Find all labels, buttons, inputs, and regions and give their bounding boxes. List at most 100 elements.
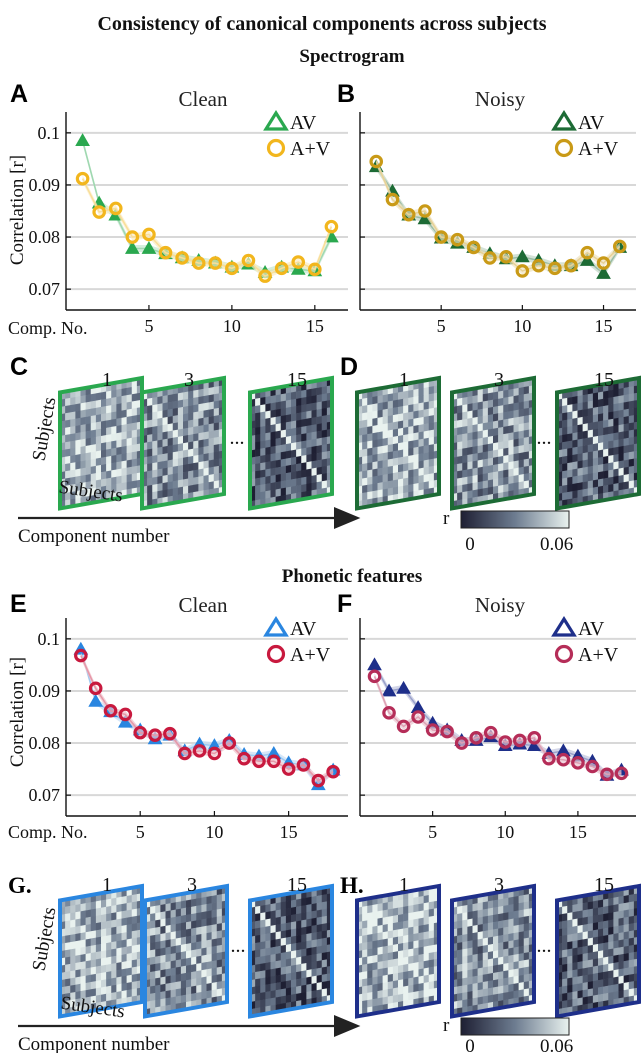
data-point-circle <box>401 207 416 222</box>
matrix-cell <box>203 460 209 469</box>
x-tick-label: 15 <box>280 822 298 842</box>
matrix-cell <box>372 983 378 993</box>
matrix-cell <box>423 953 430 962</box>
matrix-cell <box>572 976 578 986</box>
matrix-cell <box>587 393 594 402</box>
matrix-cell <box>628 407 635 417</box>
matrix-cell <box>291 485 297 495</box>
matrix-cell <box>296 942 302 951</box>
matrix-cell <box>628 480 635 489</box>
matrix-cell <box>428 966 435 976</box>
matrix-cell <box>592 435 599 445</box>
matrix-cell <box>152 483 158 493</box>
matrix-cell <box>150 934 156 944</box>
matrix-cell <box>367 454 373 464</box>
matrix-cell <box>301 418 307 428</box>
matrix-cell <box>101 391 107 401</box>
matrix-cell <box>498 920 504 929</box>
matrix-cell <box>177 392 184 401</box>
matrix-cell <box>191 956 197 966</box>
matrix-cell <box>377 489 383 498</box>
matrix-cell <box>90 937 97 947</box>
matrix-cell <box>121 402 127 411</box>
matrix-cell <box>423 982 430 991</box>
matrix-cell <box>398 406 404 415</box>
matrix-cell <box>75 417 81 427</box>
matrix-cell <box>382 423 389 432</box>
matrix-cell <box>382 974 389 984</box>
matrix-cell <box>382 437 389 447</box>
matrix-cell <box>598 485 604 495</box>
matrix-cell <box>513 467 519 477</box>
matrix-cell <box>296 412 302 421</box>
matrix-cell <box>101 420 107 430</box>
matrix-cell <box>260 941 266 950</box>
matrix-cell <box>126 902 133 911</box>
matrix-cell <box>90 429 97 439</box>
matrix-cell <box>162 467 168 477</box>
matrix-cell <box>487 392 494 401</box>
matrix-cell <box>503 425 509 435</box>
data-point-circle <box>222 736 237 750</box>
matrix-cell <box>75 475 81 485</box>
matrix-cell <box>408 977 414 986</box>
matrix-cell <box>382 394 389 403</box>
matrix-cell <box>101 449 107 459</box>
matrix-cell <box>301 389 307 399</box>
matrix-cell <box>196 970 202 979</box>
matrix-cell <box>493 914 499 923</box>
matrix-cell <box>203 409 209 419</box>
matrix-frame <box>140 375 226 511</box>
matrix-cell <box>95 958 102 967</box>
matrix-cell <box>367 977 373 986</box>
matrix-cell <box>498 898 504 908</box>
matrix-cell <box>477 931 484 940</box>
matrix-cell <box>392 421 399 430</box>
matrix-cell <box>85 401 92 410</box>
matrix-cell <box>131 973 138 983</box>
matrix-cell <box>392 392 399 401</box>
matrix-cell <box>260 404 266 413</box>
matrix-cell <box>186 972 192 981</box>
matrix-cell <box>408 433 414 442</box>
matrix-cell <box>472 924 478 934</box>
data-point-circle <box>88 681 103 696</box>
matrix-cell <box>260 454 266 464</box>
matrix-cell <box>285 486 292 496</box>
matrix-cell <box>170 967 177 976</box>
matrix-cell <box>608 912 614 921</box>
matrix-cell <box>285 443 292 452</box>
matrix-cell <box>372 904 378 913</box>
matrix-cell <box>587 937 594 947</box>
matrix-cell <box>628 908 635 918</box>
matrix-cell <box>311 474 317 484</box>
matrix-cell <box>95 900 102 909</box>
matrix-cell <box>285 980 292 989</box>
matrix-cell <box>111 941 117 950</box>
matrix-cell <box>392 900 399 909</box>
matrix-cell <box>423 481 430 490</box>
matrix-cell <box>111 462 117 471</box>
matrix-cell <box>175 923 182 932</box>
matrix-cell <box>582 408 589 418</box>
matrix-cell <box>291 906 297 916</box>
matrix-cell <box>126 445 133 454</box>
matrix-cell <box>603 956 609 966</box>
matrix-cell <box>477 945 484 955</box>
matrix-cell <box>255 492 261 501</box>
matrix-cell <box>392 980 399 989</box>
matrix-cell <box>111 418 117 428</box>
matrix-cell <box>85 974 92 984</box>
matrix-cell <box>392 428 399 438</box>
matrix-cell <box>186 935 192 945</box>
matrix-cell <box>80 968 86 977</box>
matrix-cell <box>508 983 514 993</box>
matrix-cell <box>618 424 624 433</box>
matrix-cell <box>180 922 187 931</box>
matrix-cell <box>270 489 276 498</box>
matrix-cell <box>592 936 599 946</box>
matrix-cell <box>598 398 604 408</box>
matrix-cell <box>165 982 171 992</box>
matrix-cell <box>392 972 399 982</box>
colorbar-max-label: 0.06 <box>540 534 573 555</box>
